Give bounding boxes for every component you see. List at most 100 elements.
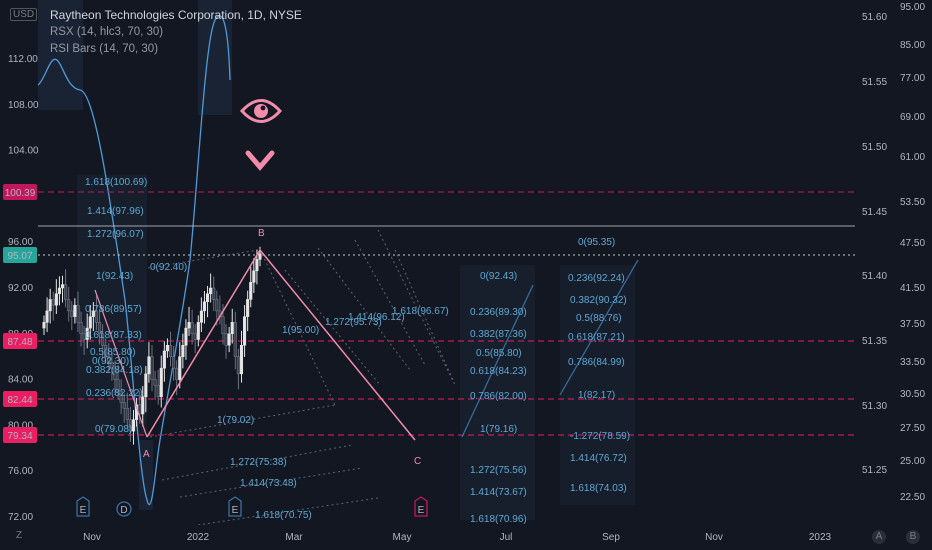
fib-label: 1(79.16) [480,424,517,435]
candle-body [82,333,86,340]
fib-label: 0.618(84.23) [470,366,527,377]
chart-title: Raytheon Technologies Corporation, 1D, N… [50,8,302,22]
price-label-badge [3,184,37,200]
candle-body [51,299,55,306]
candle-body [147,356,151,375]
right-axis-rsx: 51.60 51.55 51.50 51.45 51.40 51.35 51.30 51.25 [862,12,887,476]
fib-label: 0.382(90.32) [570,295,627,306]
candle-body [215,299,219,312]
fib-label: 1(79.02) [217,415,254,426]
time-tick-label: Nov [705,532,723,543]
candle-body [125,407,129,420]
fib-label: 0.382(84.18) [86,365,143,376]
price-label-badge [3,333,37,349]
rsx-oversold-zone [139,440,153,510]
candle-body [104,345,108,357]
fib-label: 0.786(82.00) [470,391,527,402]
fib-label: 0.786(84.99) [568,357,625,368]
event-marker-label: D [120,505,127,516]
fib-label: 1.272(96.07) [87,229,144,240]
candle-body [156,385,160,398]
price-label-text: 100.39 [5,188,36,199]
candle-body [153,379,157,386]
candle-body [76,304,80,323]
candle-body [162,350,166,369]
candle-body [73,304,77,317]
rsi-axis-tick: 22.50 [900,492,925,503]
fib-label: -1.272(78.59) [570,431,630,442]
price-labels: 100.39 95.07 87.48 82.44 79.34 [3,184,37,443]
fib-label: 0.5(88.76) [576,313,622,324]
fib-zone-right [560,265,635,505]
price-label-badge [3,247,37,263]
rsx-axis-tick: 51.45 [862,207,887,218]
candle-body [57,287,61,294]
rsi-axis-tick: 30.50 [900,389,925,400]
rsi-axis-tick: 33.50 [900,357,925,368]
fib-label: 1(92.43) [96,271,133,282]
indicator-rsi-label[interactable]: RSI Bars (14, 70, 30) [50,43,159,55]
candle-body [246,299,250,317]
candle-body [224,333,228,346]
abc-pattern-line [146,248,416,441]
dividend-marker[interactable] [116,501,132,517]
fib-label: 0.618(87.21) [568,332,625,343]
candle-body [190,322,194,335]
rsi-axis-tick: 47.50 [900,238,925,249]
fib-label: 1.618(70.75) [255,510,312,521]
candle-body [205,293,210,302]
rsx-overbought-zone-1 [38,0,83,110]
fib-label: 1.414(97.96) [87,206,144,217]
right-axis-panel [855,0,932,525]
candle-body [181,345,185,357]
time-axis-panel [0,525,932,550]
currency-badge[interactable]: USD [10,8,38,21]
candle-body [255,259,259,272]
earnings-marker[interactable] [76,496,90,517]
earnings-marker[interactable] [228,496,242,517]
fib-label: 1.414(73.67) [470,487,527,498]
fib-label: 1.618(100.69) [85,177,147,188]
candle-body [119,390,123,403]
indicator-rsx-label[interactable]: RSX (14, hlc3, 70, 30) [50,26,164,38]
candle-body [79,322,83,335]
left-tick-label: 96.00 [8,237,33,248]
price-label-text: 79.34 [7,431,32,442]
fib-label: 1.272(75.56) [470,465,527,476]
candle-body [165,345,169,352]
pattern-point-a: A [143,449,150,460]
event-marker-label: E [232,505,239,516]
pattern-leg-xa [94,289,148,438]
fib-label: 0(92.30) [92,356,129,367]
rsx-axis-tick: 51.30 [862,401,887,412]
candle-body [70,310,74,317]
fib-label: 0(92.40) [150,262,187,273]
rsi-axis-tick: 85.00 [900,40,925,51]
bars-scale-button[interactable]: B [906,530,920,544]
left-tick-label: 76.00 [8,466,33,477]
price-label-text: 95.07 [7,251,32,262]
rsi-axis-tick: 95.00 [900,2,925,13]
chevron-down-icon [245,150,275,171]
candle-body [221,316,225,335]
candle-body [138,404,142,415]
earnings-marker[interactable] [414,496,428,517]
candle-body [67,299,71,312]
left-tick-label: 104.00 [8,146,39,157]
candle-body [249,282,253,300]
fib-label: 0.382(87.36) [470,329,527,340]
rsx-line [37,15,231,506]
fib-label: 0.5(85.80) [90,347,136,358]
rsi-axis-tick: 69.00 [900,112,925,123]
auto-scale-button[interactable]: A [872,530,886,544]
rsx-axis-tick: 51.55 [862,77,887,88]
fib-extension-lines [461,259,639,438]
price-label-text: 87.48 [7,337,32,348]
left-tick-label: 84.00 [8,375,33,386]
rsi-axis-tick: 61.00 [900,152,925,163]
zoom-button[interactable]: Z [16,530,23,541]
candle-body [110,362,114,369]
fib-label: 0(92.43) [480,271,517,282]
